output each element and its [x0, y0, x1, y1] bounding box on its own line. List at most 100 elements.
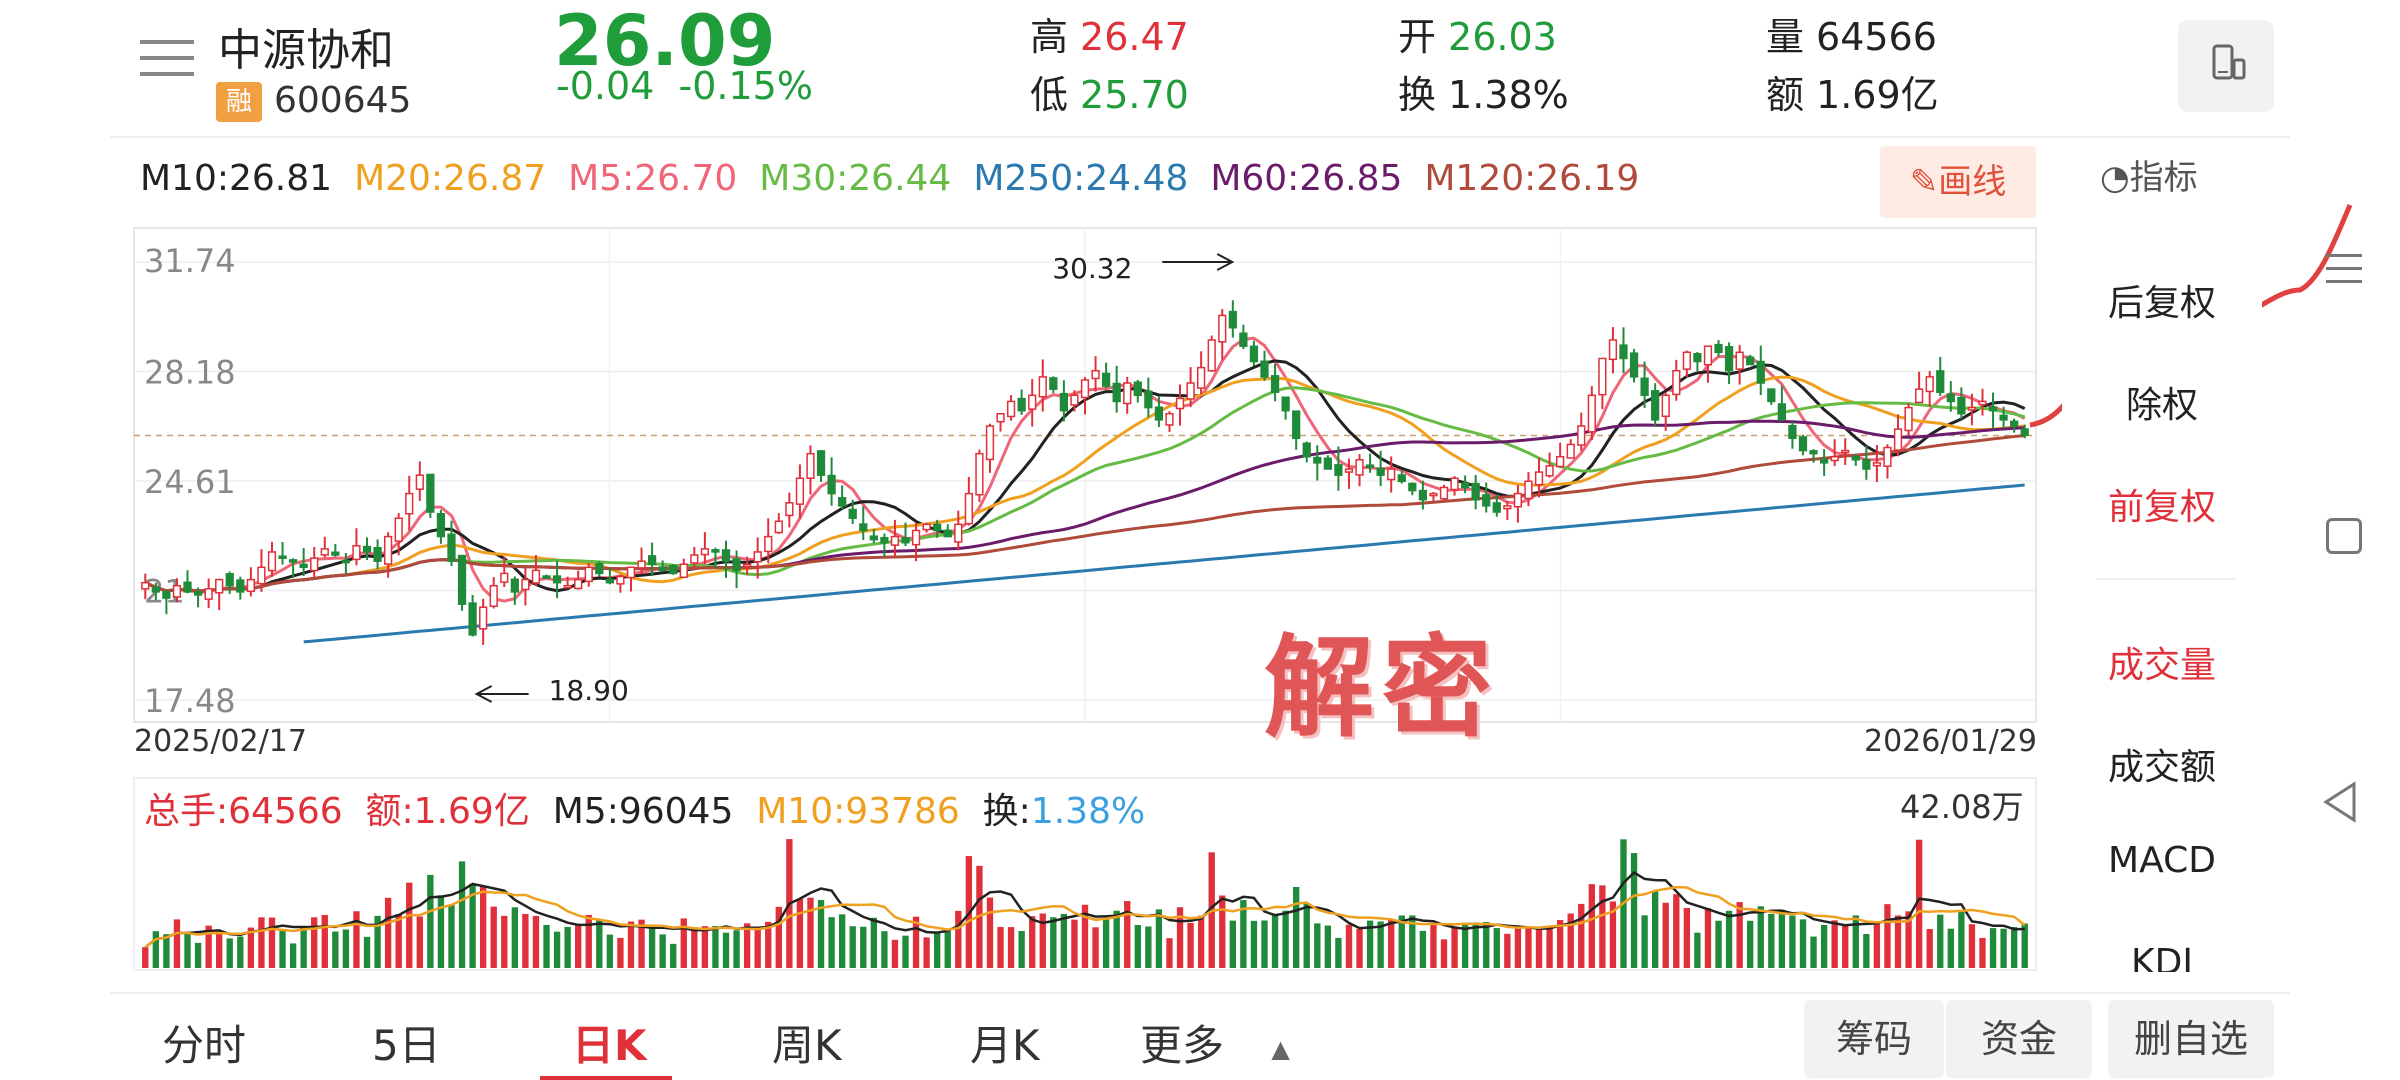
candle-body	[1767, 388, 1776, 403]
volume-bar	[142, 947, 149, 968]
candle-body	[827, 474, 836, 495]
system-menu-icon[interactable]	[2326, 254, 2362, 283]
candle-body	[225, 573, 234, 587]
candle-body	[1450, 477, 1459, 491]
candle-body	[1735, 351, 1744, 370]
volume-bar	[184, 932, 191, 968]
candle-body	[1893, 428, 1903, 451]
volume-bar	[501, 915, 508, 968]
volume-bar	[205, 925, 212, 968]
volume-bar	[585, 914, 592, 968]
tab-weekly-k[interactable]: 周K	[772, 1021, 842, 1070]
current-price: 26.09	[554, 0, 776, 82]
candle-body	[1355, 459, 1364, 476]
candle-body	[880, 536, 889, 544]
ma-legend-item: M60:26.85	[1210, 158, 1403, 199]
volume-bar	[321, 914, 328, 968]
landscape-toggle-button[interactable]	[2178, 20, 2274, 112]
side-item-pre-adjust[interactable]: 前复权	[2107, 487, 2216, 528]
candle-body	[457, 554, 467, 605]
candle-body	[1387, 468, 1396, 481]
volume-bar	[1609, 901, 1617, 968]
change-percent: -0.15%	[678, 64, 813, 108]
tab-daily-k[interactable]: 日K	[572, 1021, 647, 1070]
volume-bar	[1578, 903, 1585, 968]
candle-body	[1872, 462, 1882, 467]
volume-bar	[553, 931, 561, 968]
volume-bar	[596, 919, 603, 968]
side-item-kdj[interactable]: KDJ	[2131, 942, 2193, 972]
watermark-text: 解密	[1264, 624, 1500, 752]
candle-body	[405, 492, 414, 515]
volume-bar	[458, 861, 466, 968]
volume-bar	[1525, 926, 1532, 968]
candle-body	[616, 575, 625, 585]
chips-button[interactable]: 筹码	[1804, 1000, 1944, 1078]
volume-bar	[1483, 922, 1490, 968]
side-item-macd[interactable]: MACD	[2108, 840, 2216, 881]
ma-legend-item: M10:26.81	[140, 158, 333, 199]
candle-body	[1925, 376, 1934, 393]
volume-bar	[1050, 917, 1057, 968]
candle-body	[1207, 339, 1216, 372]
recent-apps-icon[interactable]	[2326, 518, 2362, 554]
volume-bar	[1588, 884, 1595, 968]
volume-bar	[1789, 915, 1796, 968]
candle-body	[1841, 449, 1850, 454]
candle-body	[1672, 369, 1681, 396]
candle-body	[352, 545, 361, 561]
candle-body	[183, 581, 192, 593]
volume-bar	[353, 911, 360, 968]
candle-body	[1365, 464, 1375, 468]
side-item-amount[interactable]: 成交额	[2107, 747, 2216, 788]
volume-bar	[363, 936, 371, 968]
candle-body	[310, 557, 319, 572]
candle-body	[1460, 482, 1470, 489]
candle-body	[1714, 343, 1723, 354]
side-item-ex-rights[interactable]: 除权	[2125, 385, 2198, 426]
candle-body	[626, 566, 636, 579]
high-price: 高 26.47	[1030, 15, 1189, 59]
candle-body	[500, 572, 509, 583]
candle-body	[1492, 502, 1501, 513]
ma-legend: M10:26.81 M20:26.87 M5:26.70 M30:26.44 M250:…	[140, 158, 1661, 199]
funds-button[interactable]: 资金	[1946, 1000, 2092, 1078]
candle-body	[141, 581, 150, 590]
ma-legend-item: M30:26.44	[759, 158, 952, 199]
indicator-button[interactable]: ◔指标	[2100, 158, 2198, 198]
tab-more[interactable]: 更多 ▲	[1140, 1021, 1290, 1070]
back-icon[interactable]	[2318, 778, 2366, 826]
volume-bar	[152, 931, 160, 968]
tab-monthly-k[interactable]: 月K	[970, 1021, 1040, 1070]
volume: 量 64566	[1766, 15, 1937, 59]
candle-body	[1619, 344, 1628, 360]
candle-body	[1598, 357, 1607, 396]
candle-body	[1482, 494, 1491, 507]
candle-body	[1101, 372, 1111, 387]
ma-legend-item: M120:26.19	[1424, 158, 1640, 199]
candle-body	[278, 555, 287, 559]
volume-bar	[1662, 902, 1669, 968]
menu-icon[interactable]	[140, 40, 194, 88]
volume-bar	[1556, 920, 1564, 968]
remove-watchlist-button[interactable]: 删自选	[2108, 1000, 2274, 1078]
volume-bar	[1884, 904, 1891, 968]
tab-5day[interactable]: 5日	[372, 1021, 441, 1070]
volume-bar	[1282, 910, 1289, 968]
volume-bar	[258, 917, 265, 968]
y-tick-label: 24.61	[144, 463, 236, 501]
tab-timeshare[interactable]: 分时	[162, 1021, 247, 1070]
candle-body	[426, 473, 435, 513]
side-item-post-adjust[interactable]: 后复权	[2107, 283, 2216, 324]
change-value: -0.04	[556, 64, 655, 108]
draw-line-button[interactable]: ✎画线	[1880, 146, 2036, 218]
volume-bar	[712, 926, 719, 968]
candle-body	[1154, 406, 1164, 421]
candle-body	[933, 523, 942, 532]
candle-body	[1788, 424, 1797, 440]
side-item-volume[interactable]: 成交量	[2107, 645, 2216, 686]
volume-bar	[1535, 928, 1543, 968]
candle-body	[1302, 442, 1311, 458]
candle-body	[1999, 414, 2008, 421]
